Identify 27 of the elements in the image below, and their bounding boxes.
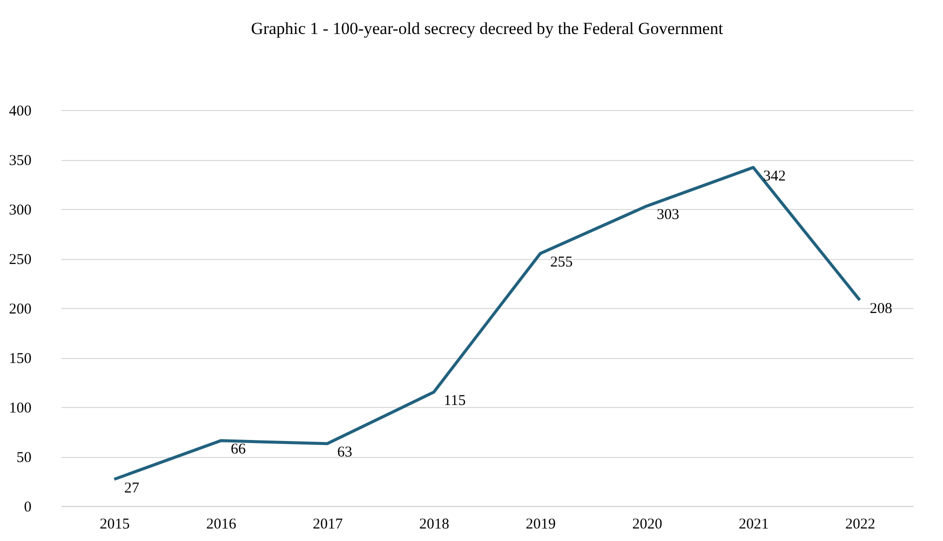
chart-title: Graphic 1 - 100-year-old secrecy decreed by the Federal Government xyxy=(250,19,724,38)
y-tick-label: 100 xyxy=(9,400,32,416)
x-tick-label: 2021 xyxy=(738,516,769,532)
x-tick-label: 2015 xyxy=(100,516,130,532)
data-label: 255 xyxy=(550,254,573,271)
data-label: 115 xyxy=(444,393,466,410)
x-tick-label: 2019 xyxy=(526,516,556,532)
y-tick-label: 350 xyxy=(9,153,32,169)
line-series xyxy=(112,166,862,481)
y-tick-label: 150 xyxy=(9,351,32,367)
x-tick-label: 2017 xyxy=(312,516,344,532)
y-tick-label: 300 xyxy=(9,202,32,218)
y-tick-label: 0 xyxy=(24,500,32,516)
y-tick-label: 200 xyxy=(9,302,32,318)
x-tick-label: 2018 xyxy=(419,516,450,532)
y-tick-label: 250 xyxy=(9,252,32,268)
data-label: 342 xyxy=(763,168,786,184)
data-label: 66 xyxy=(230,442,246,458)
data-label: 63 xyxy=(337,444,352,461)
data-label: 27 xyxy=(124,480,140,496)
y-tick-label: 400 xyxy=(9,104,32,120)
data-label: 303 xyxy=(656,207,680,224)
data-label: 208 xyxy=(870,301,892,318)
x-tick-label: 2020 xyxy=(632,516,662,532)
x-tick-label: 2016 xyxy=(206,516,237,532)
x-tick-label: 2022 xyxy=(845,516,876,532)
y-tick-label: 50 xyxy=(16,450,32,466)
